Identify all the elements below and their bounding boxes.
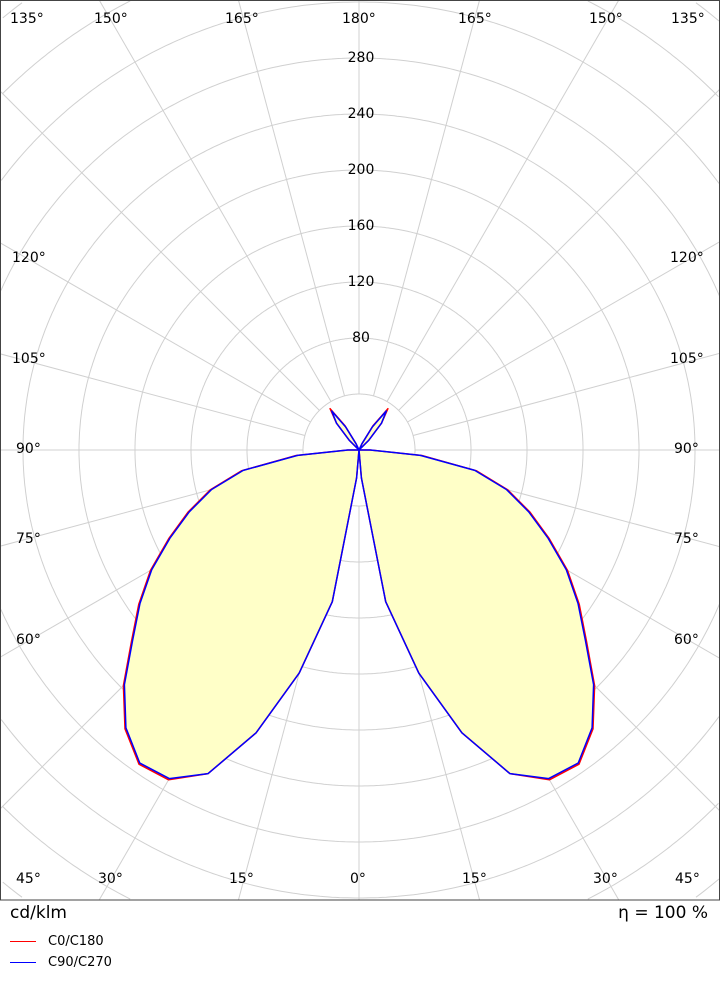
angle-label: 90° xyxy=(16,441,41,457)
efficiency-label: η = 100 % xyxy=(618,903,708,923)
legend-swatch xyxy=(10,940,36,943)
grid-spoke xyxy=(99,1,332,402)
grid-spoke xyxy=(1,242,311,423)
angle-label: 165° xyxy=(458,11,492,27)
unit-label: cd/klm xyxy=(10,903,67,923)
angle-label: 30° xyxy=(593,871,618,887)
grid-spoke xyxy=(386,1,619,402)
legend-item-c90: C90/C270 xyxy=(10,955,112,970)
angle-label: 30° xyxy=(98,871,123,887)
grid-spoke xyxy=(1,91,320,411)
grid-ring xyxy=(2,2,719,898)
grid-spoke xyxy=(1,353,306,436)
radial-tick-label: 80 xyxy=(352,330,370,346)
legend-label: C90/C270 xyxy=(48,955,112,970)
angle-label: 105° xyxy=(670,351,704,367)
radial-tick-label: 200 xyxy=(347,162,375,178)
angle-label: 75° xyxy=(674,531,699,547)
radial-tick-label: 280 xyxy=(347,50,375,66)
grid-ring xyxy=(1,1,719,899)
curves xyxy=(122,407,596,781)
angle-label: 120° xyxy=(670,250,704,266)
grid-spoke xyxy=(398,89,719,411)
grid-spoke xyxy=(407,241,719,423)
polar-chart xyxy=(0,0,720,901)
angle-label: 105° xyxy=(12,351,46,367)
angle-label: 135° xyxy=(671,11,705,27)
grid-ring xyxy=(2,1,719,900)
angle-label: 0° xyxy=(350,871,366,887)
angle-label: 150° xyxy=(94,11,128,27)
grid-spoke xyxy=(238,1,345,397)
radial-tick-label: 160 xyxy=(347,218,375,234)
angle-label: 15° xyxy=(462,871,487,887)
angle-label: 90° xyxy=(674,441,699,457)
grid-spoke xyxy=(373,1,480,397)
grid-ring xyxy=(1,57,719,843)
radial-tick-label: 120 xyxy=(347,274,375,290)
legend-label: C0/C180 xyxy=(48,934,104,949)
angle-label: 135° xyxy=(10,11,44,27)
angle-label: 15° xyxy=(229,871,254,887)
legend-item-c0: C0/C180 xyxy=(10,934,104,949)
angle-label: 45° xyxy=(675,871,700,887)
angle-label: 75° xyxy=(16,531,41,547)
angle-label: 120° xyxy=(12,250,46,266)
angle-label: 165° xyxy=(225,11,259,27)
angle-label: 180° xyxy=(342,11,376,27)
angle-label: 60° xyxy=(674,632,699,648)
angle-label: 45° xyxy=(16,871,41,887)
legend-swatch xyxy=(10,961,36,964)
series-line-c90-c270 xyxy=(123,410,595,780)
angle-label: 150° xyxy=(589,11,623,27)
grid-spoke xyxy=(412,353,719,436)
intensity-fill xyxy=(124,411,594,779)
radial-tick-label: 240 xyxy=(347,106,375,122)
angle-label: 60° xyxy=(16,632,41,648)
